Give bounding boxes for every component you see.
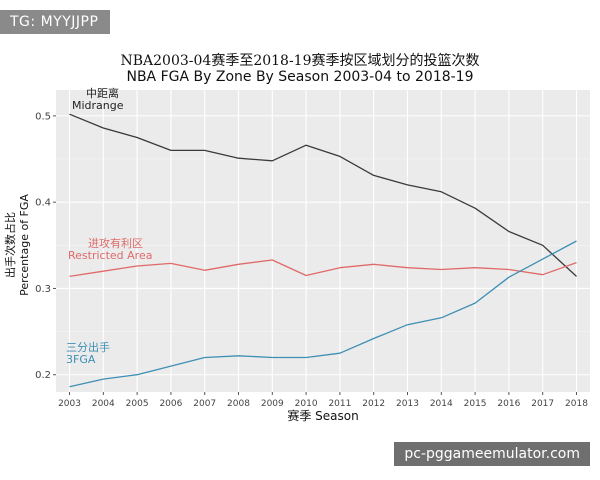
x-tick-label: 2016: [497, 399, 520, 409]
series-label-restricted-cn: 进攻有利区: [88, 237, 143, 250]
y-tick-label: 0.4: [35, 198, 51, 209]
axis-ticks: 0.2 0.3 0.4 0.5 2003 2004 2005 2006 2007 2008 2009…: [35, 111, 588, 409]
chart-subtitle: NBA FGA By Zone By Season 2003-04 to 201…: [126, 69, 474, 85]
y-tick-label: 0.5: [35, 111, 51, 122]
series-label-midrange-en: Midrange: [72, 99, 124, 112]
x-tick-label: 2011: [328, 399, 351, 409]
series-label-3fga: 三分出手 3FGA: [66, 342, 110, 366]
grid-lines: [56, 90, 590, 392]
series-line-restricted-area: [69, 259, 577, 278]
y-axis-label-en: Percentage of FGA: [18, 194, 31, 296]
series-line-3fga: [69, 240, 577, 388]
x-tick-label: 2008: [227, 399, 250, 409]
series-line-midrange: [69, 113, 577, 277]
x-tick-label: 2018: [565, 399, 588, 409]
x-tick-label: 2005: [126, 399, 149, 409]
x-tick-label: 2010: [295, 399, 318, 409]
x-tick-label: 2012: [362, 399, 385, 409]
x-tick-label: 2009: [261, 399, 284, 409]
x-tick-label: 2017: [531, 399, 554, 409]
series-label-restricted: 进攻有利区 Restricted Area: [68, 238, 152, 262]
site-label: pc-pggameemulator.com: [394, 442, 590, 466]
x-tick-label: 2004: [92, 399, 115, 409]
series-label-midrange-cn: 中距离: [86, 87, 119, 100]
y-tick-label: 0.2: [35, 370, 51, 381]
x-tick-label: 2013: [396, 399, 419, 409]
x-tick-label: 2014: [430, 399, 453, 409]
series-label-restricted-en: Restricted Area: [68, 249, 153, 262]
series-lines: [69, 113, 577, 388]
series-label-midrange: 中距离 Midrange: [72, 88, 124, 112]
x-axis-label: 赛季 Season: [287, 408, 358, 423]
y-axis-label-cn: 出手次数占比: [3, 212, 17, 278]
watermark-label: TG: MYYJJPP: [0, 10, 111, 34]
series-label-3fga-en: 3FGA: [66, 353, 96, 366]
y-tick-label: 0.3: [35, 284, 51, 295]
x-tick-label: 2003: [58, 399, 81, 409]
x-tick-label: 2006: [159, 399, 182, 409]
series-label-3fga-cn: 三分出手: [66, 341, 110, 354]
x-tick-label: 2015: [464, 399, 487, 409]
x-tick-label: 2007: [193, 399, 216, 409]
chart-title: NBA2003-04赛季至2018-19赛季按区域划分的投篮次数: [120, 53, 480, 69]
